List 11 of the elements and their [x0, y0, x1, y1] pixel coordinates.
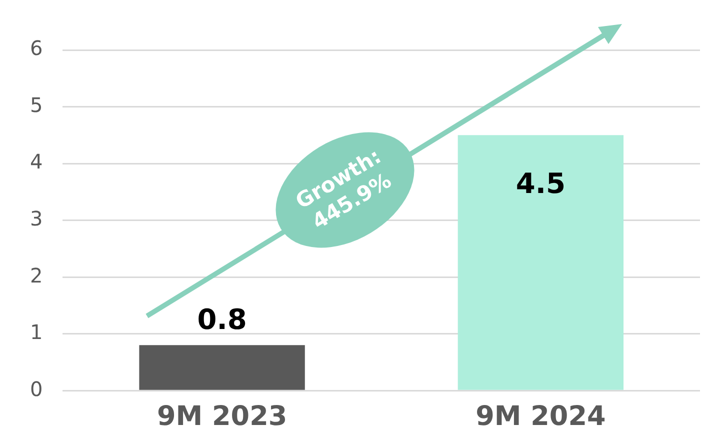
y-tick-label: 0: [30, 376, 43, 401]
x-tick-label: 9M 2023: [156, 400, 288, 432]
y-tick-label: 5: [30, 92, 43, 117]
y-tick-label: 6: [30, 36, 43, 60]
y-tick-label: 1: [30, 320, 43, 344]
data-label: 0.8: [197, 303, 247, 336]
x-tick-label: 9M 2024: [476, 400, 606, 432]
y-tick-label: 4: [30, 150, 43, 174]
data-label: 4.5: [516, 167, 566, 200]
y-tick-label: 3: [30, 206, 43, 231]
y-tick-label: 2: [30, 263, 43, 288]
